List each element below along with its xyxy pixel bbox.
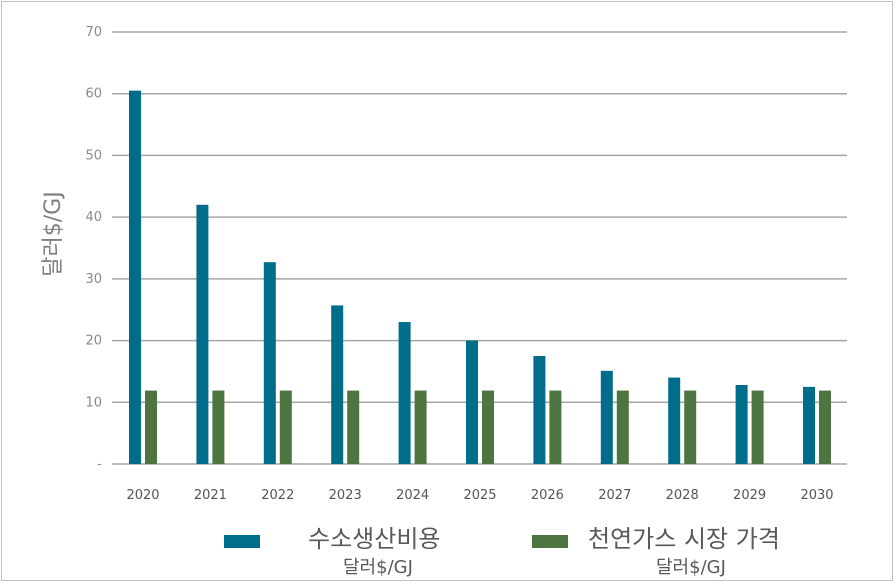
legend-swatch-hydrogen xyxy=(224,535,260,548)
x-tick-label: 2021 xyxy=(194,488,227,503)
bar-hydrogen-2028 xyxy=(668,377,681,464)
x-tick-label: 2026 xyxy=(531,488,564,503)
bar-natural-gas-2030 xyxy=(819,390,831,464)
bar-natural-gas-2024 xyxy=(414,390,427,464)
y-tick-label: 40 xyxy=(85,210,102,225)
bar-hydrogen-2024 xyxy=(398,322,411,464)
bar-natural-gas-2021 xyxy=(212,390,225,464)
x-tick-label: 2025 xyxy=(463,488,496,503)
legend-unit-hydrogen: 달러$/GJ xyxy=(343,557,413,578)
bar-hydrogen-2021 xyxy=(196,204,209,465)
x-tick-label: 2027 xyxy=(598,488,631,503)
bar-natural-gas-2027 xyxy=(616,390,629,464)
legend-label-natural-gas: 천연가스 시장 가격 xyxy=(588,525,780,553)
bar-hydrogen-2030 xyxy=(803,386,815,464)
x-tick-label: 2022 xyxy=(261,488,294,503)
legend-swatch-natural-gas xyxy=(532,535,568,548)
bar-hydrogen-2029 xyxy=(735,385,748,464)
bar-natural-gas-2025 xyxy=(482,390,494,464)
bar-natural-gas-2029 xyxy=(751,390,764,464)
x-tick-label: 2029 xyxy=(733,488,766,503)
gridlines xyxy=(112,31,847,465)
y-tick-label: 30 xyxy=(85,272,102,287)
x-tick-labels: 2020 2021 2022 2023 2024 2025 2026 2027 2028 2029… xyxy=(126,488,833,503)
x-tick-label: 2023 xyxy=(329,488,362,503)
y-tick-label: 50 xyxy=(85,148,102,163)
bar-hydrogen-2020 xyxy=(129,90,141,464)
bars xyxy=(129,90,831,465)
bar-natural-gas-2023 xyxy=(347,390,360,464)
x-tick-label: 2020 xyxy=(126,488,159,503)
y-tick-label: 60 xyxy=(85,87,102,102)
bar-natural-gas-2022 xyxy=(279,390,292,464)
bar-hydrogen-2026 xyxy=(533,356,546,464)
y-tick-label: 70 xyxy=(85,25,102,40)
bar-hydrogen-2023 xyxy=(331,305,344,464)
x-tick-label: 2030 xyxy=(800,488,833,503)
y-tick-label: - xyxy=(97,457,102,472)
y-tick-label: 10 xyxy=(85,395,102,410)
y-tick-label: 20 xyxy=(85,334,102,349)
bar-natural-gas-2026 xyxy=(549,390,562,464)
x-tick-label: 2028 xyxy=(666,488,699,503)
y-tick-labels: - 10 20 30 40 50 60 70 xyxy=(85,25,102,472)
legend-label-hydrogen: 수소생산비용 xyxy=(308,525,441,553)
x-tick-label: 2024 xyxy=(396,488,429,503)
bar-hydrogen-2027 xyxy=(600,370,613,464)
y-axis-label: 달러$/GJ xyxy=(41,191,66,276)
bar-hydrogen-2022 xyxy=(263,262,276,464)
bar-natural-gas-2020 xyxy=(145,390,157,464)
bar-hydrogen-2025 xyxy=(466,340,478,464)
bar-natural-gas-2028 xyxy=(684,390,697,464)
legend-unit-natural-gas: 달러$/GJ xyxy=(656,557,726,578)
